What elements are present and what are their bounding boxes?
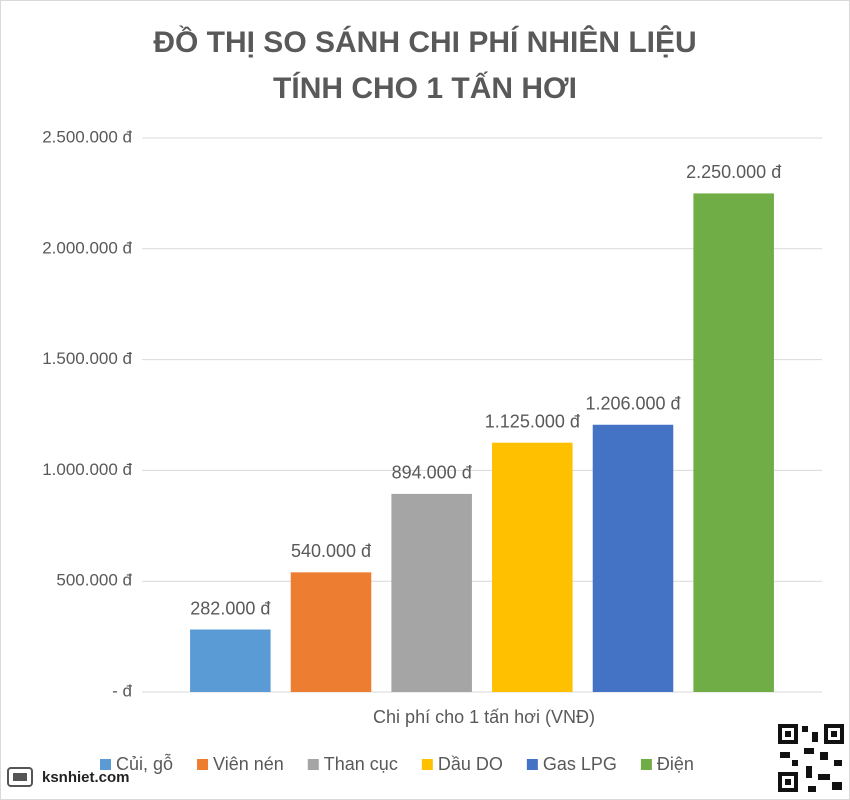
data-label: 894.000 đ (392, 463, 472, 483)
bar (693, 193, 774, 692)
y-tick-label: 1.000.000 đ (42, 460, 132, 479)
qr-code (776, 722, 846, 794)
legend-label: Dầu DO (438, 754, 503, 774)
legend-label: Than cục (324, 754, 398, 774)
legend-swatch (197, 759, 209, 770)
legend-swatch (100, 759, 111, 770)
y-tick-label: 2.500.000 đ (42, 127, 132, 146)
chart-title: TÍNH CHO 1 TẤN HƠI (273, 71, 577, 105)
bar (492, 442, 573, 692)
data-label: 1.206.000 đ (585, 394, 680, 414)
legend-swatch (640, 759, 652, 770)
data-label: 1.125.000 đ (485, 411, 580, 431)
legend-swatch (526, 759, 538, 770)
x-category-label: Chi phí cho 1 tấn hơi (VNĐ) (373, 707, 595, 727)
legend-label: Viên nén (213, 754, 284, 774)
legend-swatch (421, 759, 433, 770)
legend-label: Củi, gỗ (116, 753, 173, 774)
y-tick-label: 500.000 đ (56, 571, 132, 590)
legend-label: Gas LPG (543, 754, 617, 774)
bar (190, 629, 271, 692)
bar (391, 493, 472, 692)
legend-swatch (307, 759, 319, 770)
bar (592, 424, 674, 692)
data-label: 282.000 đ (190, 598, 270, 618)
chart-title: ĐỒ THỊ SO SÁNH CHI PHÍ NHIÊN LIỆU (153, 25, 696, 59)
y-tick-label: - đ (112, 681, 132, 700)
watermark-icon (7, 767, 33, 787)
bar (290, 572, 372, 692)
data-label: 2.250.000 đ (686, 162, 781, 182)
y-tick-label: 2.000.000 đ (42, 238, 132, 257)
legend-label: Điện (657, 754, 694, 774)
watermark: ksnhiet.com (42, 769, 130, 786)
data-label: 540.000 đ (291, 541, 371, 561)
y-tick-label: 1.500.000 đ (42, 349, 132, 368)
